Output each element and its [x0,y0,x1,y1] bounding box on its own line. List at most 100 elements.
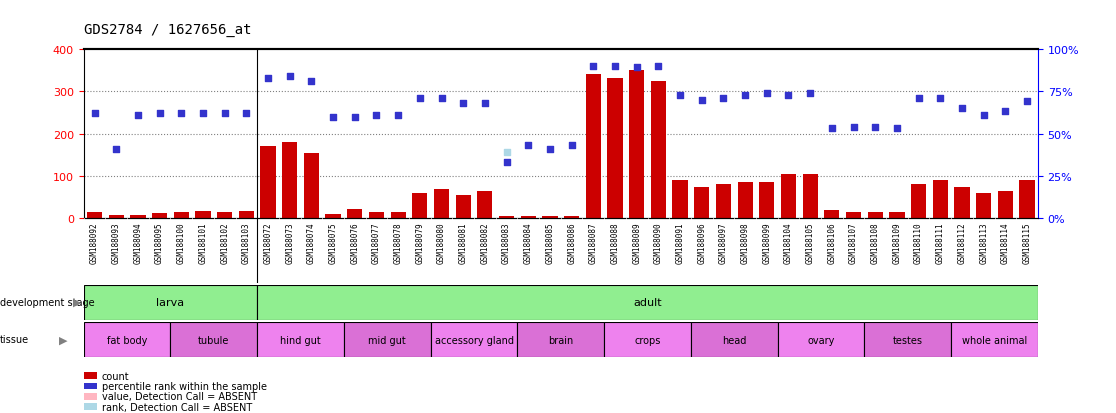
Point [281,74,299,80]
Bar [478,191,492,219]
Bar [825,211,839,219]
Text: GSM188092: GSM188092 [90,222,99,263]
Point [1018,99,1036,105]
Bar [651,81,666,219]
Point [454,100,472,107]
Bar [434,189,449,219]
Point [367,112,385,119]
Text: GSM188093: GSM188093 [112,222,121,263]
Text: GSM188090: GSM188090 [654,222,663,263]
Point [845,124,863,131]
Point [758,90,776,97]
Point [780,92,798,99]
Bar [282,143,297,219]
Point [822,126,840,133]
Text: ▶: ▶ [73,297,81,307]
Text: GSM188095: GSM188095 [155,222,164,263]
Text: GSM188086: GSM188086 [567,222,576,263]
Text: GSM188080: GSM188080 [437,222,446,263]
Point [866,124,884,131]
Bar [778,322,865,357]
Point [498,150,516,156]
Point [215,111,233,117]
Bar [347,209,363,219]
Point [107,146,125,153]
Text: GSM188084: GSM188084 [523,222,532,263]
Text: GDS2784 / 1627656_at: GDS2784 / 1627656_at [84,23,251,37]
Bar [998,191,1013,219]
Bar [933,181,947,219]
Point [693,97,711,104]
Bar [239,211,254,219]
Bar [152,214,167,219]
Point [411,95,429,102]
Bar [455,196,471,219]
Text: GSM188079: GSM188079 [415,222,424,263]
Text: mid gut: mid gut [368,335,406,345]
Text: GSM188075: GSM188075 [328,222,337,263]
Bar [171,322,257,357]
Point [974,112,992,119]
Bar [326,215,340,219]
Bar [391,213,406,219]
Text: larva: larva [156,297,184,308]
Point [801,90,819,97]
Bar [542,217,558,219]
Text: GSM188100: GSM188100 [176,222,185,263]
Bar [431,322,518,357]
Point [888,126,906,133]
Bar [499,217,514,219]
Text: fat body: fat body [107,335,147,345]
Bar [304,153,319,219]
Text: GSM188073: GSM188073 [286,222,295,263]
Bar [257,322,344,357]
Bar [586,75,600,219]
Text: GSM188078: GSM188078 [394,222,403,263]
Bar [260,147,276,219]
Bar [691,322,778,357]
Point [519,143,537,150]
Text: GSM188115: GSM188115 [1022,222,1031,263]
Bar [889,213,904,219]
Text: hind gut: hind gut [280,335,321,345]
Text: GSM188081: GSM188081 [459,222,468,263]
Bar [174,213,189,219]
Bar [781,174,796,219]
Text: GSM188072: GSM188072 [263,222,272,263]
Point [541,146,559,153]
Text: GSM188089: GSM188089 [632,222,642,263]
Bar [607,79,623,219]
Point [238,111,256,117]
Text: GSM188091: GSM188091 [675,222,684,263]
Point [346,114,364,121]
Text: GSM188111: GSM188111 [936,222,945,263]
Bar [715,185,731,219]
Text: brain: brain [548,335,574,345]
Text: GSM188083: GSM188083 [502,222,511,263]
Bar [604,322,691,357]
Text: percentile rank within the sample: percentile rank within the sample [102,381,267,391]
Text: accessory gland: accessory gland [434,335,513,345]
Bar [1019,181,1035,219]
Point [737,92,754,99]
Bar [257,285,1038,320]
Point [953,106,971,112]
Text: GSM188105: GSM188105 [806,222,815,263]
Point [628,65,646,71]
Point [606,63,624,70]
Text: adult: adult [633,297,662,308]
Text: GSM188113: GSM188113 [979,222,988,263]
Bar [521,217,536,219]
Point [151,111,169,117]
Bar [673,181,687,219]
Text: GSM188106: GSM188106 [827,222,836,263]
Text: ovary: ovary [807,335,835,345]
Text: GSM188102: GSM188102 [220,222,229,263]
Point [671,92,689,99]
Bar [951,322,1038,357]
Text: GSM188094: GSM188094 [134,222,143,263]
Point [302,78,320,85]
Bar [694,187,710,219]
Point [562,143,580,150]
Bar [865,322,951,357]
